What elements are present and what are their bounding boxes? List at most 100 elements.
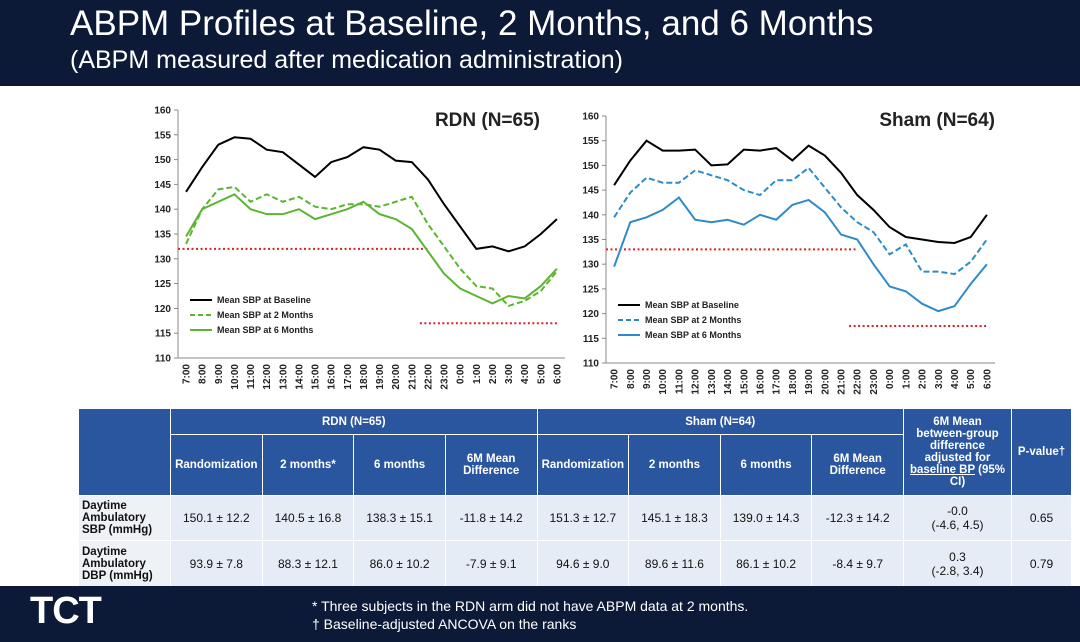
table-cell: 150.1 ± 12.2 — [170, 495, 263, 541]
legend-label: Mean SBP at 6 Months — [645, 330, 741, 340]
x-tick-label: 9:00 — [214, 364, 225, 384]
header-text: baseline BP — [909, 464, 975, 476]
x-tick-label: 6:00 — [982, 369, 993, 389]
x-tick-label: 12:00 — [262, 364, 273, 390]
table-cell: Daytime Ambulatory SBP (mmHg) — [78, 495, 171, 541]
table-cell: 86.0 ± 10.2 — [353, 540, 446, 587]
y-tick-label: 160 — [582, 112, 599, 123]
header-text: (95% CI) — [949, 464, 1006, 488]
x-tick-label: 16:00 — [327, 364, 338, 390]
y-tick-label: 150 — [582, 161, 599, 172]
x-tick-label: 1:00 — [901, 369, 912, 389]
table-cell: 93.9 ± 7.8 — [170, 540, 263, 587]
x-tick-label: 15:00 — [311, 364, 322, 390]
x-tick-label: 13:00 — [278, 364, 289, 390]
y-tick-label: 120 — [154, 304, 171, 315]
x-tick-label: 1:00 — [472, 364, 483, 384]
x-tick-label: 0:00 — [885, 369, 896, 389]
x-tick-label: 12:00 — [691, 369, 702, 395]
table-cell: -7.9 ± 9.1 — [444, 540, 538, 587]
table-cell: -12.3 ± 14.2 — [811, 495, 904, 541]
y-tick-label: 120 — [582, 309, 599, 320]
x-tick-label: 3:00 — [934, 369, 945, 389]
x-tick-label: 8:00 — [198, 364, 209, 384]
y-tick-label: 150 — [154, 155, 171, 166]
y-tick-label: 125 — [582, 284, 599, 295]
x-tick-label: 13:00 — [707, 369, 718, 395]
table-cell: 0.3 (-2.8, 3.4) — [903, 540, 1012, 587]
x-tick-label: 16:00 — [755, 369, 766, 395]
table-cell: -11.8 ± 14.2 — [444, 495, 538, 541]
series-line — [185, 136, 558, 253]
table-cell: 6 months — [353, 434, 446, 496]
x-tick-label: 0:00 — [456, 364, 467, 384]
table-cell: RDN (N=65) — [170, 408, 538, 435]
x-tick-label: 6:00 — [552, 364, 563, 384]
x-tick-label: 5:00 — [536, 364, 547, 384]
chart: 110 115 120 125 130 135 140 145 150 155 160 7:00 8:0… — [582, 110, 995, 395]
x-tick-label: 2:00 — [918, 369, 929, 389]
footnote: * Three subjects in the RDN arm did not … — [312, 598, 749, 614]
table-cell: 145.1 ± 18.3 — [628, 495, 721, 541]
table-cell: 6M Mean Difference — [444, 434, 538, 496]
table-row: RDN (N=65) Sham (N=64) 6M Mean between-gro… — [78, 408, 1072, 496]
y-tick-label: 160 — [154, 106, 171, 117]
legend-label: Mean SBP at 2 Months — [217, 310, 313, 320]
table-cell: 0.79 — [1011, 540, 1072, 587]
x-tick-label: 22:00 — [853, 369, 864, 395]
x-tick-label: 14:00 — [294, 364, 305, 390]
table-row: Daytime Ambulatory DBP (mmHg) 93.9 ± 7.8 8… — [78, 540, 1072, 587]
chart-title: Sham (N=64) — [879, 110, 995, 131]
x-tick-label: 7:00 — [182, 364, 193, 384]
x-tick-label: 11:00 — [674, 369, 685, 394]
header-band: ABPM Profiles at Baseline, 2 Months, and… — [0, 0, 1080, 86]
x-tick-label: 14:00 — [723, 369, 734, 395]
results-table: RDN (N=65) Sham (N=64) 6M Mean between-gro… — [78, 408, 1072, 587]
y-tick-label: 125 — [154, 279, 171, 290]
x-tick-label: 8:00 — [626, 369, 637, 389]
table-cell: 2 months* — [261, 434, 355, 496]
table-cell: P-value† — [1011, 408, 1072, 496]
x-tick-label: 10:00 — [658, 369, 669, 395]
table-cell: 89.6 ± 11.6 — [628, 540, 721, 587]
y-tick-label: 140 — [154, 205, 171, 216]
logo-small: CRF — [28, 572, 51, 584]
x-tick-label: 7:00 — [610, 369, 621, 389]
table-cell: 2 months — [628, 434, 721, 496]
x-tick-label: 23:00 — [440, 364, 451, 390]
series-line — [185, 185, 558, 308]
series-line — [185, 193, 558, 305]
y-tick-label: 145 — [154, 180, 171, 191]
y-tick-label: 115 — [155, 329, 172, 340]
table-cell: 88.3 ± 12.1 — [261, 540, 355, 587]
table-cell: 6M Mean Difference — [811, 434, 904, 496]
table-cell — [78, 408, 171, 496]
y-tick-label: 115 — [583, 334, 600, 345]
header-text: 6M Mean between-group difference adjuste… — [916, 416, 999, 464]
slide-title: ABPM Profiles at Baseline, 2 Months, and… — [70, 4, 874, 43]
y-tick-label: 135 — [154, 230, 171, 241]
footnote: † Baseline-adjusted ANCOVA on the ranks — [312, 616, 577, 632]
legend-label: Mean SBP at 2 Months — [645, 315, 741, 325]
table-cell: Randomization — [170, 434, 263, 496]
table-cell: 139.0 ± 14.3 — [719, 495, 813, 541]
table-cell: 86.1 ± 10.2 — [719, 540, 813, 587]
x-tick-label: 11:00 — [246, 364, 257, 389]
cell-line: (-2.8, 3.4) — [931, 563, 984, 578]
table-cell: -8.4 ± 9.7 — [811, 540, 904, 587]
x-tick-label: 2:00 — [488, 364, 499, 384]
x-tick-label: 4:00 — [520, 364, 531, 384]
y-tick-label: 130 — [582, 260, 599, 271]
series-line — [613, 139, 988, 244]
legend-label: Mean SBP at 6 Months — [217, 325, 313, 335]
footer-band: CRF TCT * Three subjects in the RDN arm … — [0, 572, 1080, 642]
legend-label: Mean SBP at Baseline — [217, 295, 311, 305]
x-tick-label: 22:00 — [423, 364, 434, 390]
x-tick-label: 23:00 — [869, 369, 880, 395]
series-line — [613, 196, 988, 313]
slide-subtitle: (ABPM measured after medication administ… — [70, 46, 624, 74]
y-tick-label: 145 — [582, 186, 599, 197]
table-cell: 6 months — [719, 434, 813, 496]
legend-label: Mean SBP at Baseline — [645, 300, 739, 310]
